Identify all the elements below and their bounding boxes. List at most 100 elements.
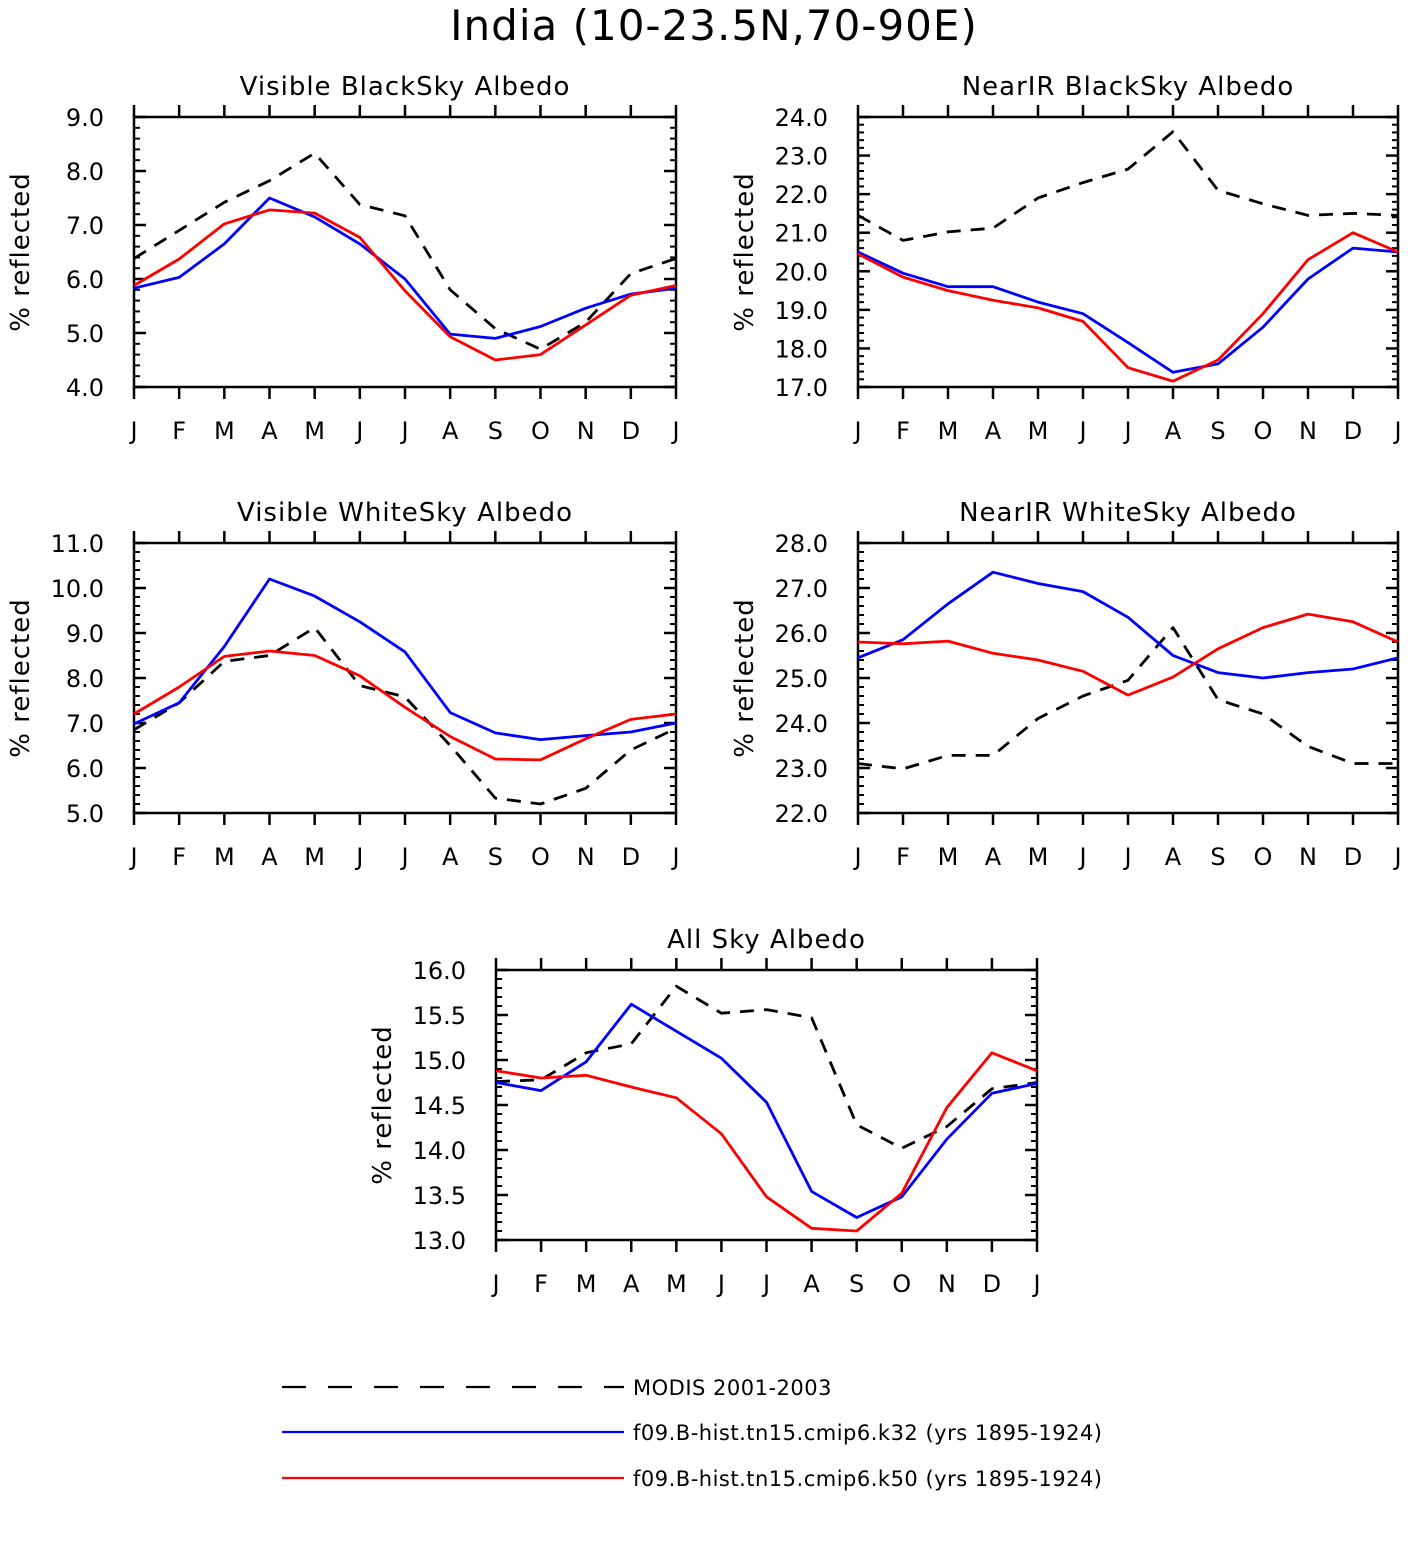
x-tick-label: M — [304, 843, 325, 871]
x-tick-label: J — [1392, 417, 1401, 445]
y-tick-label: 8.0 — [66, 158, 104, 186]
x-tick-label: N — [577, 417, 595, 445]
y-tick-label: 23.0 — [775, 755, 828, 783]
y-tick-label: 9.0 — [66, 620, 104, 648]
page-title: India (10-23.5N,70-90E) — [450, 1, 978, 50]
panel-title: NearIR WhiteSky Albedo — [959, 498, 1297, 528]
panel-title: Visible WhiteSky Albedo — [237, 498, 573, 528]
y-tick-label: 7.0 — [66, 710, 104, 738]
x-tick-label: N — [1299, 843, 1317, 871]
y-tick-label: 15.0 — [413, 1047, 466, 1075]
y-axis-label: % reflected — [368, 1025, 398, 1184]
x-tick-label: A — [261, 417, 278, 445]
y-tick-label: 15.5 — [413, 1002, 466, 1030]
x-tick-label: A — [803, 1270, 820, 1298]
y-tick-label: 27.0 — [775, 575, 828, 603]
y-tick-label: 9.0 — [66, 104, 104, 132]
y-tick-label: 22.0 — [775, 181, 828, 209]
x-tick-label: J — [128, 417, 137, 445]
y-tick-label: 19.0 — [775, 297, 828, 325]
y-tick-label: 6.0 — [66, 266, 104, 294]
series-line-k50 — [133, 208, 677, 362]
x-tick-label: A — [623, 1270, 640, 1298]
x-tick-label: D — [1344, 843, 1362, 871]
panel-title: Visible BlackSky Albedo — [240, 72, 571, 102]
series-line-modis — [133, 151, 677, 351]
legend-label: MODIS 2001-2003 — [633, 1376, 832, 1400]
x-tick-label: M — [938, 417, 959, 445]
y-tick-label: 14.5 — [413, 1092, 466, 1120]
x-tick-label: J — [399, 417, 408, 445]
x-tick-label: A — [261, 843, 278, 871]
x-tick-label: D — [622, 843, 640, 871]
series-line-k32 — [133, 577, 677, 741]
y-tick-label: 8.0 — [66, 665, 104, 693]
y-tick-label: 5.0 — [66, 320, 104, 348]
series-line-k32 — [495, 1002, 1038, 1219]
plot-frame — [856, 541, 1400, 815]
y-tick-label: 14.0 — [413, 1137, 466, 1165]
plot-frame — [856, 115, 1400, 389]
x-tick-label: J — [852, 417, 861, 445]
x-tick-label: F — [896, 417, 910, 445]
x-tick-label: S — [849, 1270, 864, 1298]
y-tick-label: 23.0 — [775, 143, 828, 171]
y-axis-label: % reflected — [730, 598, 760, 757]
series-line-k32 — [133, 196, 677, 340]
y-tick-label: 26.0 — [775, 620, 828, 648]
x-tick-label: J — [399, 843, 408, 871]
y-tick-label: 13.5 — [413, 1182, 466, 1210]
x-tick-label: J — [670, 417, 679, 445]
x-tick-label: J — [1122, 417, 1131, 445]
x-tick-label: A — [985, 417, 1002, 445]
x-tick-label: N — [1299, 417, 1317, 445]
x-tick-label: J — [490, 1270, 499, 1298]
x-tick-label: J — [354, 417, 363, 445]
y-tick-label: 24.0 — [775, 104, 828, 132]
series-line-k50 — [857, 231, 1399, 383]
y-tick-label: 7.0 — [66, 212, 104, 240]
x-tick-label: D — [622, 417, 640, 445]
series-line-k32 — [857, 570, 1399, 680]
y-tick-label: 6.0 — [66, 755, 104, 783]
y-tick-label: 10.0 — [51, 575, 104, 603]
panel-title: NearIR BlackSky Albedo — [962, 72, 1295, 102]
y-tick-label: 21.0 — [775, 220, 828, 248]
x-tick-label: F — [172, 417, 186, 445]
x-tick-label: J — [716, 1270, 725, 1298]
x-tick-label: O — [531, 843, 550, 871]
y-tick-label: 20.0 — [775, 258, 828, 286]
series-line-modis — [857, 130, 1399, 242]
x-tick-label: D — [983, 1270, 1001, 1298]
x-tick-label: S — [1210, 417, 1225, 445]
y-tick-label: 28.0 — [775, 530, 828, 558]
x-tick-label: S — [1210, 843, 1225, 871]
panel-title: All Sky Albedo — [667, 925, 866, 955]
x-tick-label: O — [531, 417, 550, 445]
x-tick-label: M — [666, 1270, 687, 1298]
x-tick-label: O — [892, 1270, 911, 1298]
x-tick-label: M — [1028, 843, 1049, 871]
x-tick-label: J — [852, 843, 861, 871]
y-tick-label: 18.0 — [775, 335, 828, 363]
legend: MODIS 2001-2003 f09.B-hist.tn15.cmip6.k32… — [282, 1376, 1102, 1491]
x-tick-label: M — [576, 1270, 597, 1298]
legend-item: f09.B-hist.tn15.cmip6.k50 (yrs 1895-1924… — [282, 1467, 1102, 1491]
y-tick-label: 16.0 — [413, 957, 466, 985]
legend-item: f09.B-hist.tn15.cmip6.k32 (yrs 1895-1924… — [282, 1421, 1102, 1445]
x-tick-label: A — [1165, 843, 1182, 871]
x-tick-label: F — [534, 1270, 548, 1298]
legend-item: MODIS 2001-2003 — [282, 1376, 832, 1400]
y-tick-label: 5.0 — [66, 800, 104, 828]
x-tick-label: N — [577, 843, 595, 871]
x-tick-label: M — [938, 843, 959, 871]
x-tick-label: M — [304, 417, 325, 445]
x-tick-label: J — [354, 843, 363, 871]
x-tick-label: F — [172, 843, 186, 871]
x-tick-label: J — [670, 843, 679, 871]
series-line-modis — [857, 626, 1398, 771]
